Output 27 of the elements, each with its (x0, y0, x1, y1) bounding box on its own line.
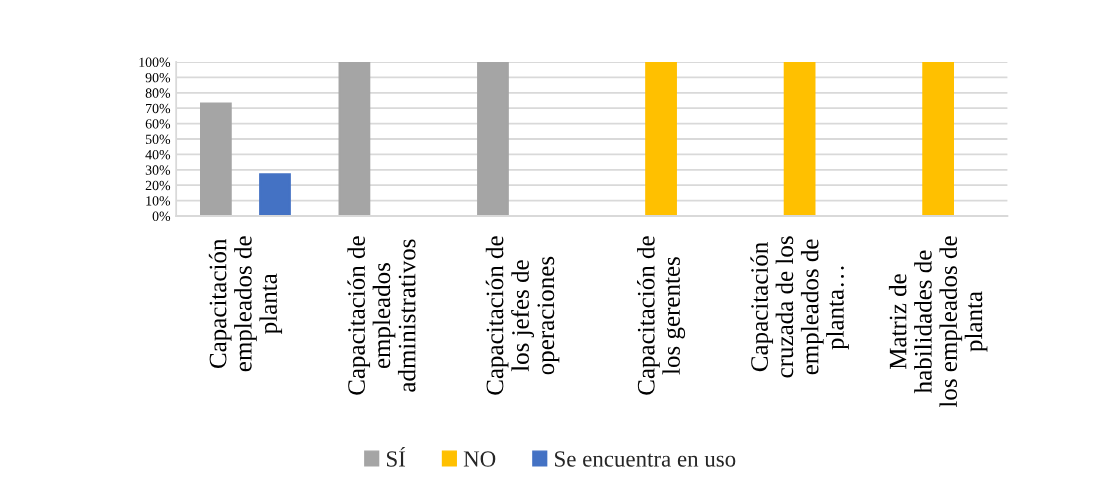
x-tick-label: Matriz de habilidades de los empleados de planta (888, 236, 988, 408)
legend-label: NO (463, 451, 496, 467)
bar (783, 61, 816, 216)
x-tick-label: Capacitación de los jefes de operaciones (485, 236, 560, 395)
y-tick-label: 50% (145, 134, 171, 144)
y-tick-label: 60% (145, 119, 171, 129)
x-tick-label: Capacitación cruzada de los empleados de planta… (750, 236, 849, 378)
bar (259, 173, 291, 216)
y-tick-label: 30% (145, 165, 171, 175)
legend-label: Se encuentra en uso (555, 451, 736, 467)
bar (477, 61, 509, 216)
legend-label: SÍ (387, 446, 406, 467)
y-tick-label: 100% (139, 57, 171, 67)
x-tick-label: Capacitación de los gerentes (637, 236, 686, 395)
bar (199, 102, 232, 216)
bar (922, 61, 955, 216)
y-tick-label: 40% (145, 149, 171, 160)
y-tick-label: 20% (145, 180, 171, 191)
y-tick-label: 90% (145, 72, 171, 83)
y-tick-label: 70% (146, 103, 171, 114)
y-tick-label: 10% (146, 196, 171, 206)
bar (338, 61, 371, 216)
y-tick-label: 80% (145, 88, 171, 98)
x-tick-label: Capacitación de empleados administrativos (347, 236, 416, 395)
x-tick-label: Capacitación empleados de planta (208, 236, 283, 372)
bar (645, 61, 677, 216)
y-tick-label: 0% (152, 211, 171, 221)
